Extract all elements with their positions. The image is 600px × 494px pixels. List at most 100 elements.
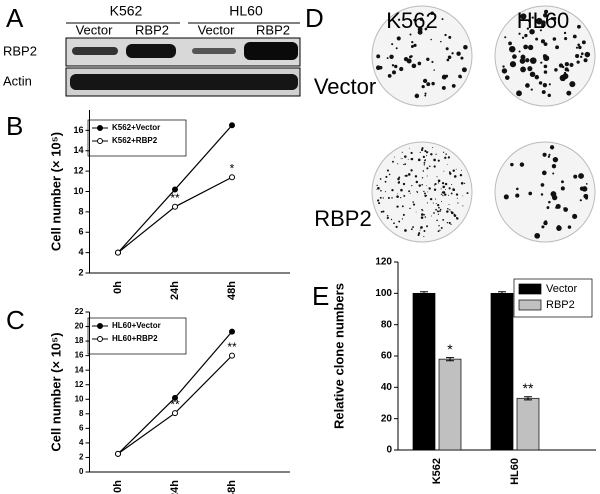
- legend-label: K562+RBP2: [112, 136, 158, 145]
- colony: [424, 216, 427, 218]
- colony: [433, 212, 435, 214]
- annotation: **: [170, 397, 180, 411]
- colony: [560, 186, 565, 191]
- colony: [448, 194, 450, 196]
- marker: [115, 249, 121, 256]
- colony: [420, 213, 424, 216]
- colony: [455, 168, 457, 170]
- colony: [446, 210, 449, 213]
- colony: [423, 236, 425, 238]
- colony: [542, 82, 548, 88]
- colony: [435, 208, 437, 211]
- colony: [426, 194, 428, 197]
- colony: [566, 69, 570, 72]
- colony: [435, 202, 437, 204]
- colony: [438, 225, 440, 227]
- y-tick-label: 18: [75, 336, 84, 345]
- colony: [426, 167, 429, 170]
- colony: [552, 37, 557, 41]
- colony: [391, 43, 394, 46]
- colony: [439, 210, 441, 212]
- colony: [451, 52, 454, 55]
- colony: [392, 70, 396, 75]
- colony: [420, 148, 424, 152]
- marker: [172, 203, 178, 210]
- y-tick-label: 12: [75, 380, 84, 389]
- colony: [426, 225, 429, 228]
- colony: [419, 17, 424, 21]
- error-bar: [498, 291, 506, 296]
- colony: [547, 93, 551, 98]
- colony: [437, 204, 440, 207]
- colony: [569, 81, 576, 88]
- colony: [544, 9, 549, 14]
- colony: [397, 18, 401, 21]
- colony: [543, 64, 548, 69]
- legend-label: Vector: [546, 283, 578, 295]
- marker: [229, 174, 235, 181]
- colony: [452, 169, 455, 172]
- y-tick-label: 120: [375, 257, 392, 268]
- colony: [534, 74, 540, 80]
- colony: [434, 182, 437, 186]
- colony: [440, 40, 442, 43]
- colony: [527, 44, 534, 51]
- colony: [386, 216, 389, 220]
- y-tick-label: 2: [79, 453, 84, 462]
- panel-letter: B: [6, 111, 23, 141]
- y-axis-label: Cell number (× 10⁵): [48, 332, 63, 451]
- colony: [393, 156, 395, 158]
- colony: [541, 170, 547, 176]
- colony: [548, 153, 551, 156]
- colony: [445, 189, 446, 191]
- legend-marker: [97, 336, 103, 342]
- colony: [403, 56, 409, 62]
- colony: [426, 82, 431, 87]
- colony: [531, 16, 534, 19]
- colony: [388, 173, 391, 176]
- colony: [427, 151, 429, 153]
- colony: [400, 197, 402, 199]
- colony: [442, 194, 444, 197]
- x-tick-label: 48h: [226, 480, 238, 494]
- colony: [445, 74, 449, 78]
- colony: [521, 36, 525, 39]
- colony: [444, 182, 448, 186]
- colony: [375, 65, 381, 71]
- colony: [581, 186, 588, 192]
- colony: [439, 208, 442, 211]
- colony: [407, 158, 409, 160]
- colony: [451, 83, 456, 88]
- colony: [445, 47, 449, 51]
- colony: [575, 53, 580, 59]
- colony: [417, 26, 423, 32]
- colony: [418, 232, 421, 235]
- colony: [404, 229, 407, 232]
- colony: [410, 169, 413, 172]
- colony: [540, 183, 545, 187]
- colony: [581, 40, 586, 45]
- marker: [172, 186, 178, 193]
- colony: [414, 93, 420, 99]
- colony: [466, 192, 469, 195]
- colony: [420, 226, 423, 229]
- colony: [407, 173, 411, 176]
- colony: [421, 208, 423, 211]
- colony: [424, 150, 427, 153]
- colony: [410, 45, 414, 48]
- colony: [436, 176, 438, 178]
- colony: [437, 159, 440, 162]
- colony: [550, 16, 554, 20]
- colony: [378, 202, 381, 205]
- colony: [516, 187, 519, 191]
- colony: [551, 164, 557, 169]
- colony: [440, 193, 443, 195]
- colony: [540, 193, 544, 196]
- y-tick-label: 16: [75, 351, 84, 360]
- colony: [409, 207, 411, 210]
- colony: [390, 218, 393, 221]
- colony: [395, 225, 398, 229]
- colony: [377, 200, 379, 202]
- colony: [398, 180, 401, 183]
- colony: [447, 156, 450, 159]
